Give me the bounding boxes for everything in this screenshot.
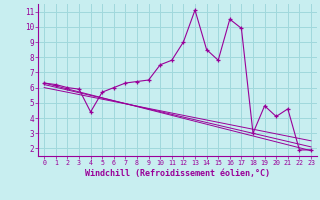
- X-axis label: Windchill (Refroidissement éolien,°C): Windchill (Refroidissement éolien,°C): [85, 169, 270, 178]
